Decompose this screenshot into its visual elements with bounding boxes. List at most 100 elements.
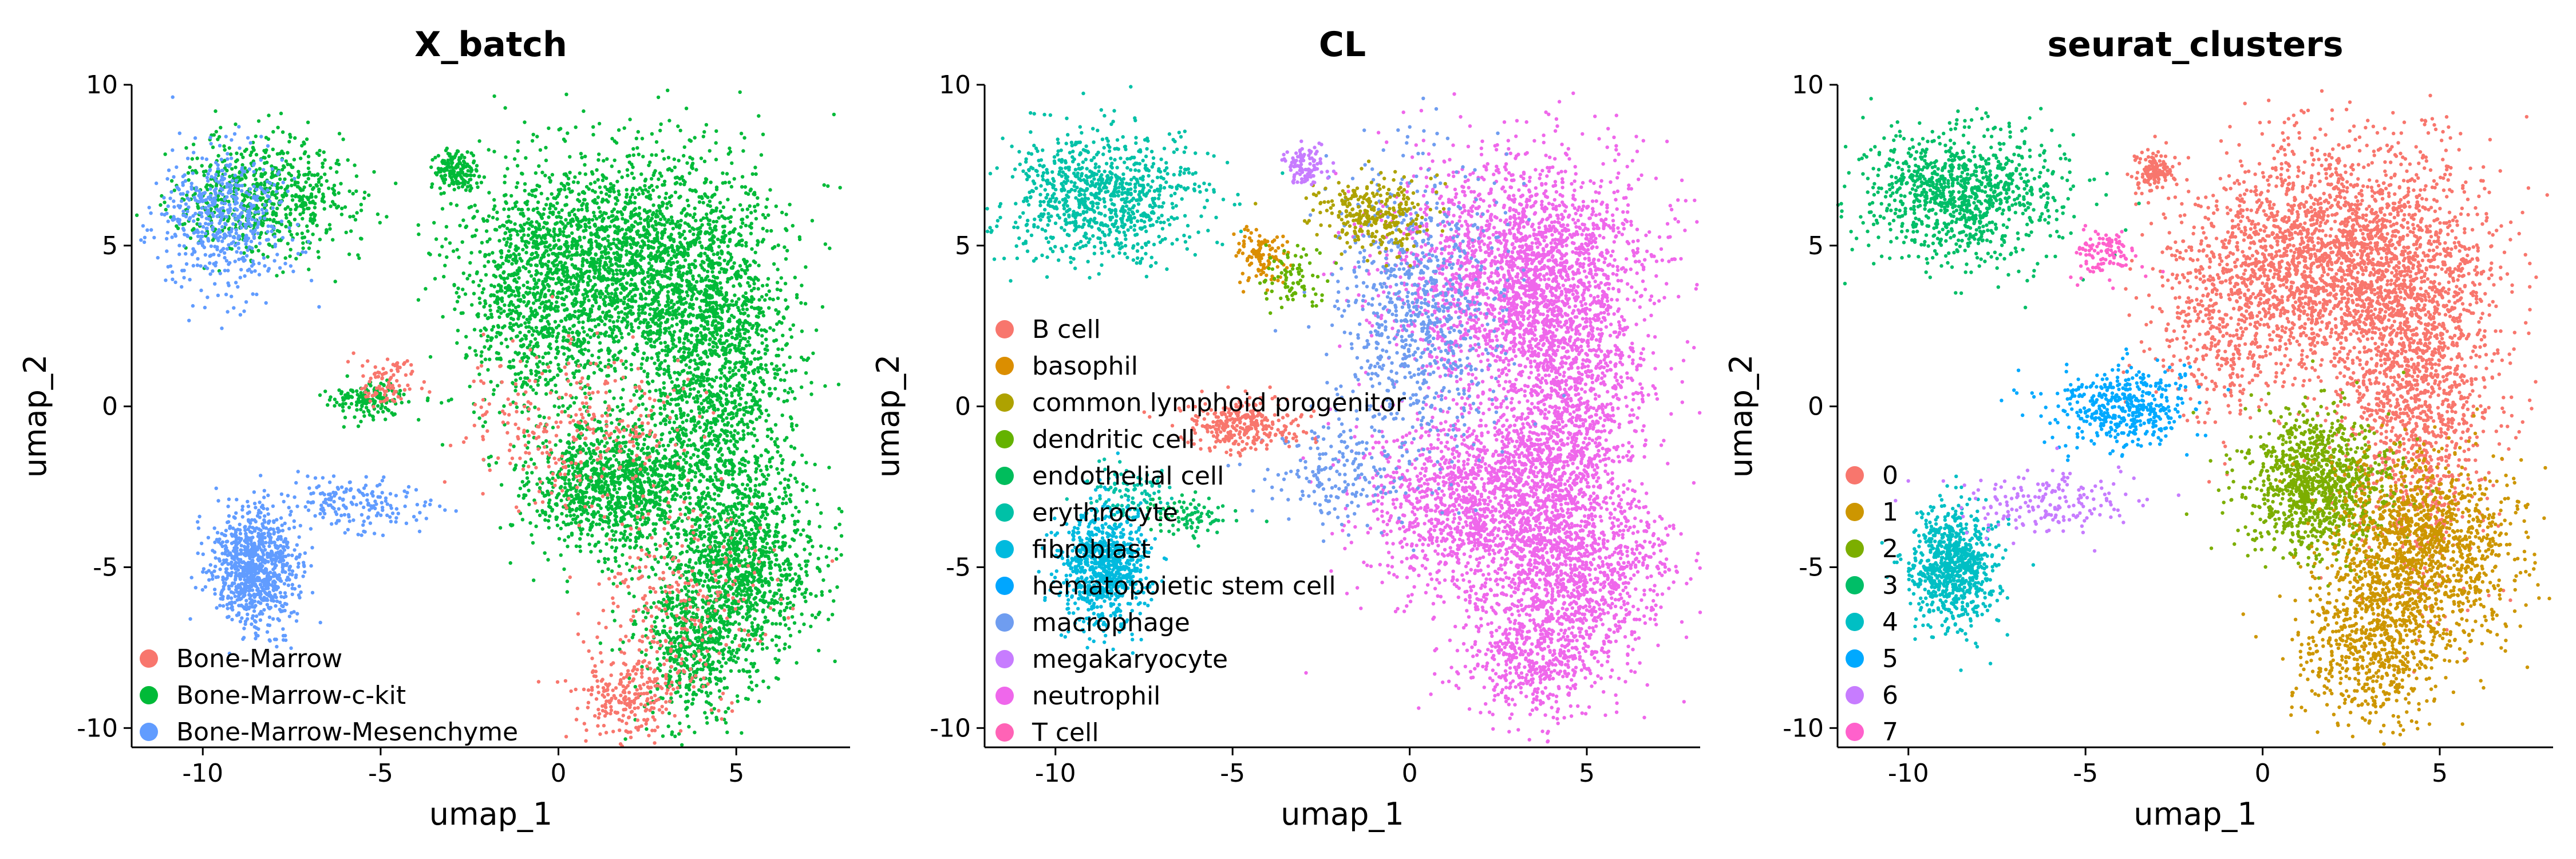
data-point [637, 510, 641, 515]
data-point [657, 303, 661, 307]
data-point [654, 153, 658, 157]
data-point [653, 361, 657, 365]
data-point [715, 345, 720, 349]
data-point [586, 283, 590, 287]
data-point [550, 192, 554, 196]
data-point [630, 577, 634, 581]
data-point [655, 372, 659, 376]
data-point [776, 267, 780, 271]
data-point [524, 325, 528, 329]
data-point [570, 531, 574, 535]
data-point [548, 180, 552, 184]
data-point [713, 543, 717, 547]
data-point [653, 423, 657, 427]
data-point [613, 549, 618, 553]
data-point [642, 318, 646, 322]
data-point [567, 451, 571, 455]
data-point [746, 314, 750, 318]
data-point [740, 462, 745, 467]
data-point [651, 405, 655, 409]
data-point [603, 444, 607, 448]
data-point [592, 333, 596, 337]
data-point [594, 452, 598, 456]
data-point [598, 420, 602, 424]
data-point [606, 269, 610, 274]
data-point [629, 283, 633, 287]
data-point [561, 287, 566, 291]
data-point [507, 207, 511, 211]
data-point [626, 219, 630, 223]
data-point [699, 251, 703, 255]
data-point [801, 528, 805, 532]
data-point [512, 444, 516, 448]
data-point [733, 388, 737, 392]
data-point [788, 355, 792, 359]
data-point [642, 480, 647, 484]
data-point [693, 358, 697, 362]
data-point [618, 269, 622, 273]
data-point [737, 297, 741, 301]
data-point [777, 367, 782, 371]
data-point [700, 372, 704, 376]
data-point [715, 283, 719, 287]
data-point [607, 194, 611, 198]
data-point [748, 343, 752, 347]
data-point [678, 483, 682, 487]
data-point [717, 256, 722, 260]
data-point [784, 494, 788, 498]
data-point [554, 515, 558, 519]
data-point [658, 128, 662, 133]
data-point [563, 482, 567, 486]
data-point [521, 294, 526, 298]
data-point [545, 227, 550, 231]
data-point [756, 367, 760, 371]
data-point [607, 358, 611, 362]
data-point [651, 268, 655, 272]
data-point [689, 358, 693, 362]
data-point [606, 291, 610, 296]
data-point [586, 340, 591, 345]
data-point [573, 275, 577, 280]
data-point [656, 95, 661, 100]
data-point [714, 187, 719, 192]
data-point [748, 224, 752, 228]
data-point [693, 212, 697, 216]
data-point [692, 227, 696, 231]
data-point [455, 341, 459, 345]
data-point [675, 527, 680, 531]
data-point [610, 277, 614, 282]
data-point [603, 261, 607, 265]
data-point [698, 240, 702, 245]
data-point [795, 295, 799, 300]
data-point [563, 187, 567, 192]
data-point [567, 211, 571, 215]
data-point [582, 330, 586, 334]
data-point [689, 409, 694, 413]
data-point [730, 313, 734, 318]
data-point [670, 317, 675, 321]
data-point [541, 301, 545, 305]
data-point [703, 361, 707, 366]
data-point [785, 228, 789, 233]
data-point [780, 210, 784, 215]
data-point [653, 228, 657, 232]
data-point [738, 338, 742, 342]
data-point [578, 537, 582, 541]
data-point [686, 413, 690, 417]
data-point [459, 311, 463, 315]
data-point [772, 262, 776, 266]
data-point [673, 166, 677, 170]
data-point [586, 518, 591, 522]
data-point [630, 295, 634, 299]
data-point [671, 221, 675, 225]
data-point [653, 340, 657, 344]
data-point [461, 271, 465, 275]
data-point [578, 171, 582, 175]
data-point [681, 420, 685, 424]
data-point [695, 362, 699, 366]
data-point [592, 275, 596, 280]
data-point [587, 225, 592, 230]
data-point [714, 375, 718, 380]
data-point [570, 231, 574, 235]
data-point [536, 210, 540, 215]
